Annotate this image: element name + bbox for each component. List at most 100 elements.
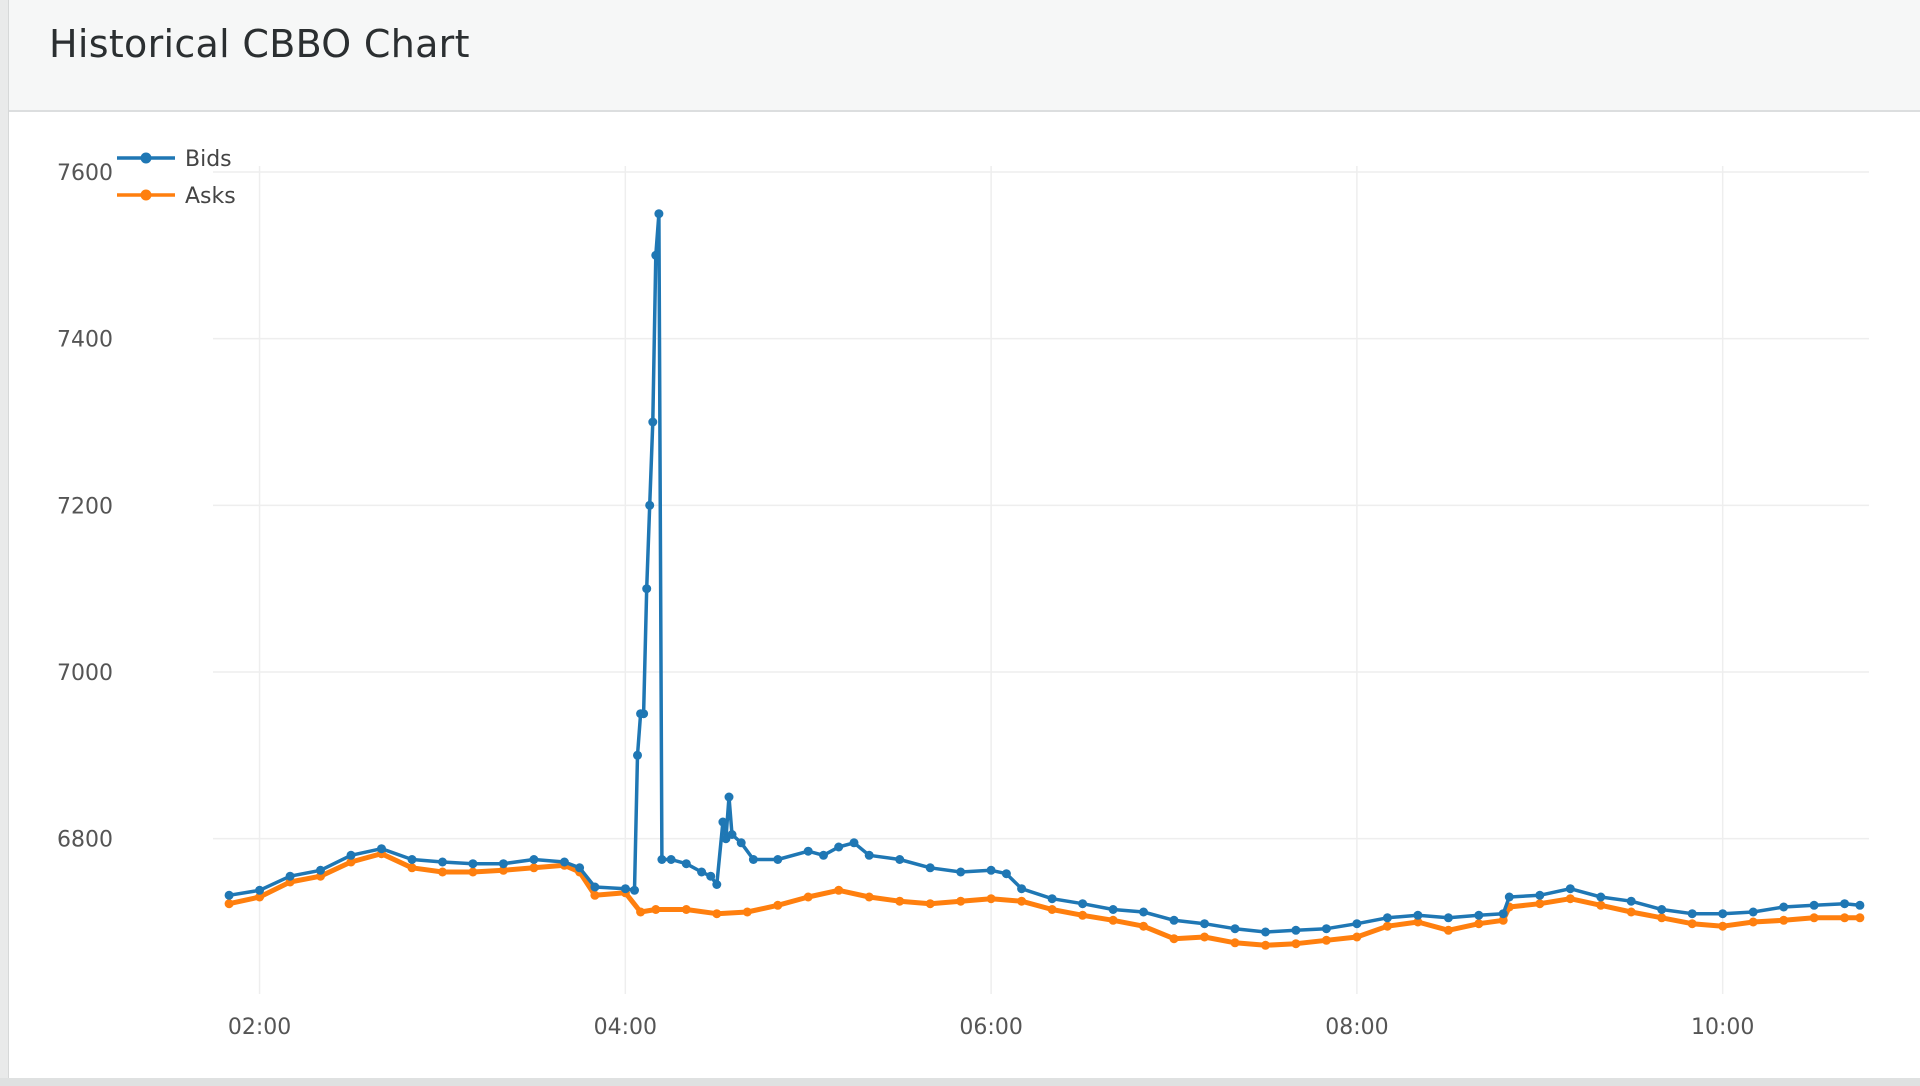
data-point-bids[interactable] (1230, 924, 1240, 934)
data-point-bids[interactable] (834, 842, 844, 852)
data-point-bids[interactable] (1535, 890, 1545, 900)
data-point-asks[interactable] (1139, 921, 1148, 931)
data-point-bids[interactable] (1108, 905, 1118, 914)
data-point-bids[interactable] (1139, 907, 1148, 917)
data-point-asks[interactable] (1687, 919, 1697, 929)
data-point-bids[interactable] (819, 850, 828, 860)
data-point-bids[interactable] (438, 857, 447, 867)
data-point-asks[interactable] (1078, 910, 1088, 920)
data-point-bids[interactable] (1596, 892, 1606, 902)
data-point-bids[interactable] (1001, 869, 1011, 879)
data-point-asks[interactable] (1017, 896, 1027, 906)
data-point-bids[interactable] (224, 890, 234, 900)
data-point-bids[interactable] (956, 867, 966, 877)
data-point-asks[interactable] (1352, 932, 1362, 942)
data-point-bids[interactable] (1169, 915, 1179, 925)
data-point-asks[interactable] (1840, 913, 1850, 923)
data-point-bids[interactable] (630, 885, 639, 895)
data-point-bids[interactable] (1718, 909, 1728, 919)
data-point-bids[interactable] (590, 882, 600, 892)
data-point-asks[interactable] (438, 867, 447, 877)
data-point-bids[interactable] (1565, 884, 1575, 894)
data-point-bids[interactable] (1748, 907, 1758, 917)
data-point-asks[interactable] (1230, 938, 1240, 948)
data-point-bids[interactable] (849, 838, 859, 848)
data-point-bids[interactable] (1840, 899, 1850, 909)
data-point-bids[interactable] (657, 855, 667, 864)
data-point-bids[interactable] (1474, 910, 1484, 920)
data-point-bids[interactable] (1443, 913, 1453, 923)
data-point-asks[interactable] (1565, 894, 1575, 904)
data-point-bids[interactable] (1626, 896, 1636, 906)
data-point-bids[interactable] (407, 855, 417, 864)
data-point-bids[interactable] (681, 859, 691, 869)
data-point-bids[interactable] (575, 863, 585, 873)
data-point-asks[interactable] (742, 907, 752, 917)
legend[interactable]: Bids Asks (117, 147, 236, 209)
data-point-bids[interactable] (666, 855, 676, 864)
data-point-bids[interactable] (498, 859, 508, 869)
data-point-bids[interactable] (1017, 884, 1027, 894)
data-point-bids[interactable] (620, 884, 630, 894)
data-point-asks[interactable] (1321, 935, 1331, 945)
data-point-bids[interactable] (1291, 925, 1301, 935)
data-point-asks[interactable] (1748, 917, 1758, 927)
data-point-bids[interactable] (736, 838, 746, 848)
data-point-bids[interactable] (642, 584, 652, 594)
data-point-asks[interactable] (255, 892, 265, 902)
data-point-bids[interactable] (1687, 909, 1697, 919)
data-point-bids[interactable] (718, 817, 728, 827)
data-point-bids[interactable] (727, 830, 737, 839)
data-point-asks[interactable] (1200, 932, 1209, 942)
data-point-bids[interactable] (654, 209, 664, 219)
data-point-bids[interactable] (529, 855, 539, 864)
data-point-bids[interactable] (864, 850, 874, 860)
data-point-bids[interactable] (1261, 927, 1270, 937)
data-point-bids[interactable] (1200, 919, 1209, 929)
data-point-bids[interactable] (773, 855, 783, 864)
data-point-asks[interactable] (1626, 907, 1636, 917)
data-point-asks[interactable] (986, 894, 996, 904)
data-point-bids[interactable] (1504, 892, 1514, 902)
data-point-bids[interactable] (1321, 924, 1331, 934)
data-point-asks[interactable] (712, 909, 722, 919)
cbbo-line-chart[interactable]: 6800 7000 7200 7400 7600 02:00 04:00 06:00 08:00… (9, 112, 1920, 1078)
data-point-bids[interactable] (1809, 900, 1819, 910)
data-point-bids[interactable] (697, 867, 707, 877)
data-point-bids[interactable] (645, 500, 655, 510)
data-point-bids[interactable] (651, 250, 661, 260)
data-point-asks[interactable] (773, 900, 783, 910)
data-point-asks[interactable] (1535, 899, 1545, 909)
data-point-asks[interactable] (681, 905, 691, 914)
data-point-asks[interactable] (1413, 917, 1423, 927)
data-point-asks[interactable] (1291, 939, 1301, 949)
data-point-bids[interactable] (377, 844, 386, 854)
data-point-bids[interactable] (633, 750, 642, 760)
data-point-asks[interactable] (1779, 915, 1789, 925)
data-point-asks[interactable] (1474, 919, 1484, 929)
data-point-asks[interactable] (1382, 921, 1392, 931)
data-point-asks[interactable] (407, 863, 417, 873)
data-point-bids[interactable] (346, 850, 356, 860)
data-point-bids[interactable] (255, 885, 265, 895)
data-point-asks[interactable] (346, 857, 356, 867)
data-point-bids[interactable] (559, 857, 569, 867)
data-point-bids[interactable] (1855, 900, 1865, 910)
data-point-bids[interactable] (648, 417, 658, 427)
data-point-asks[interactable] (925, 899, 935, 909)
data-point-asks[interactable] (651, 905, 661, 914)
data-point-bids[interactable] (706, 871, 716, 881)
data-point-bids[interactable] (1498, 909, 1508, 919)
data-point-asks[interactable] (1657, 913, 1667, 923)
data-point-asks[interactable] (1261, 940, 1270, 950)
data-point-asks[interactable] (498, 865, 508, 875)
data-point-asks[interactable] (1498, 915, 1508, 925)
legend-item-bids[interactable]: Bids (117, 147, 232, 172)
data-point-bids[interactable] (468, 859, 478, 869)
data-point-bids[interactable] (1078, 899, 1088, 909)
data-point-asks[interactable] (1809, 913, 1819, 923)
data-point-bids[interactable] (712, 880, 722, 889)
data-point-bids[interactable] (1382, 913, 1392, 923)
data-point-asks[interactable] (224, 899, 234, 909)
data-point-bids[interactable] (1657, 905, 1667, 914)
